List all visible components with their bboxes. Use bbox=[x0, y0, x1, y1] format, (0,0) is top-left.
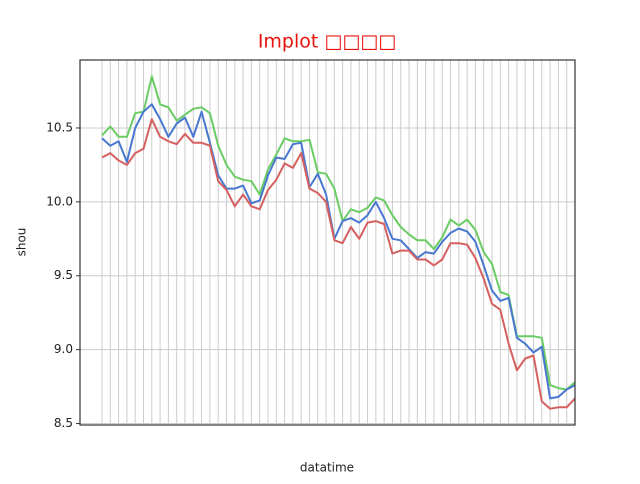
y-tick-label: 10.5 bbox=[46, 120, 73, 134]
y-tick-label: 8.5 bbox=[54, 416, 73, 430]
y-axis-label: shou bbox=[15, 228, 29, 257]
plot-frame bbox=[79, 59, 576, 426]
y-tick-label: 9.0 bbox=[54, 342, 73, 356]
series-line bbox=[101, 103, 576, 400]
y-tick-label: 9.5 bbox=[54, 268, 73, 282]
x-axis-label: datatime bbox=[300, 461, 354, 475]
chart-title: Implot □□□□ bbox=[258, 31, 396, 53]
series-line bbox=[101, 118, 576, 410]
series-line bbox=[101, 75, 576, 391]
y-tick-label: 10.0 bbox=[46, 194, 73, 208]
